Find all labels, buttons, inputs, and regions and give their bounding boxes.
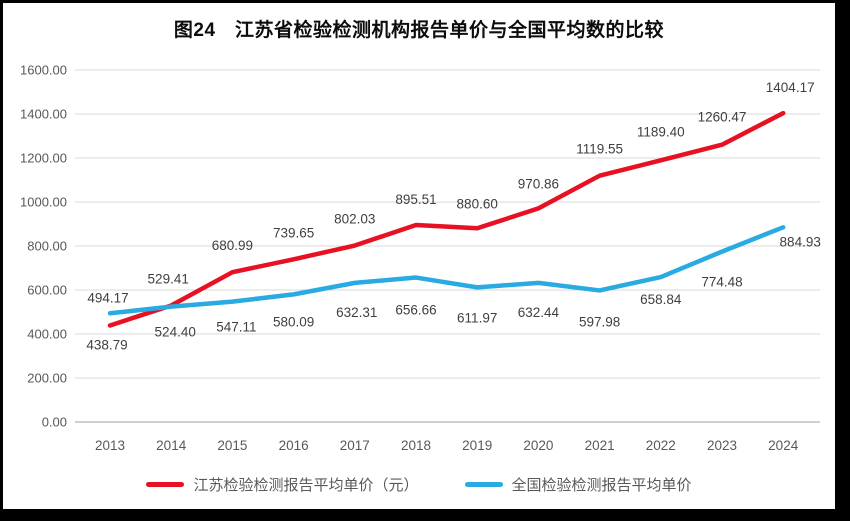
data-label: 802.03 [334, 212, 375, 227]
data-label: 597.98 [579, 314, 620, 329]
data-label: 739.65 [273, 225, 314, 240]
x-axis-tick-label: 2015 [217, 438, 247, 453]
data-label: 547.11 [216, 320, 256, 335]
y-axis-tick-label: 0.00 [42, 415, 67, 430]
y-axis-tick-label: 800.00 [27, 239, 67, 254]
x-axis-tick-label: 2020 [523, 438, 553, 453]
y-axis-tick-label: 600.00 [27, 283, 67, 298]
y-axis-tick-label: 1600.00 [20, 63, 67, 78]
line-chart: 0.00 200.00 400.00 600.00 800.00 1000.00 1200.… [20, 63, 821, 454]
y-axis-tick-label: 1400.00 [20, 107, 67, 122]
x-axis-tick-label: 2024 [768, 438, 799, 453]
legend-label-national: 全国检验检测报告平均单价 [511, 476, 692, 494]
legend-item-jiangsu: 江苏检验检测报告平均单价（元） [146, 474, 419, 495]
data-label: 1260.47 [698, 110, 747, 125]
x-axis-tick-label: 2021 [585, 438, 615, 453]
data-label: 524.40 [155, 325, 196, 340]
legend-item-national: 全国检验检测报告平均单价 [464, 474, 692, 495]
data-label: 970.86 [518, 176, 559, 191]
chart-canvas: 图24 江苏省检验检测机构报告单价与全国平均数的比较 0.00 200.00 400… [3, 3, 835, 509]
x-axis-tick-label: 2018 [401, 438, 431, 453]
data-label: 632.44 [518, 305, 560, 320]
y-axis-tick-label: 200.00 [27, 371, 67, 386]
x-axis-tick-label: 2019 [462, 438, 492, 453]
data-label: 1189.40 [637, 124, 685, 139]
x-axis-tick-label: 2014 [156, 438, 187, 453]
data-label: 580.09 [273, 314, 314, 329]
series-line-1 [107, 225, 786, 316]
x-axis-tick-label: 2023 [707, 438, 737, 453]
y-axis-tick-label: 1200.00 [20, 151, 67, 166]
jiangsu-series-swatch-icon [146, 481, 185, 487]
series-line-0 [107, 110, 786, 328]
x-axis-tick-label: 2013 [95, 438, 125, 453]
data-label: 1119.55 [576, 142, 623, 157]
data-label: 494.17 [87, 290, 128, 305]
data-label: 680.99 [212, 238, 253, 253]
x-axis-tick-label: 2016 [279, 438, 309, 453]
data-label: 611.97 [457, 310, 497, 325]
legend-label-jiangsu: 江苏检验检测报告平均单价（元） [193, 476, 419, 494]
data-label: 658.84 [640, 292, 682, 307]
chart-legend: 江苏检验检测报告平均单价（元） 全国检验检测报告平均单价 [3, 471, 835, 497]
y-axis-tick-label: 1000.00 [20, 195, 67, 210]
y-axis-tick-label: 400.00 [27, 327, 67, 342]
data-label: 1404.17 [766, 80, 815, 95]
chart-title: 图24 江苏省检验检测机构报告单价与全国平均数的比较 [173, 20, 665, 41]
x-axis-tick-label: 2022 [646, 438, 676, 453]
data-label: 438.79 [86, 337, 127, 352]
national-series-swatch-icon [464, 481, 503, 487]
data-label: 632.31 [336, 305, 377, 320]
data-label: 774.48 [701, 275, 742, 290]
data-label: 656.66 [395, 303, 436, 318]
data-label: 884.93 [780, 234, 821, 249]
x-axis-tick-label: 2017 [340, 438, 370, 453]
data-label: 895.51 [395, 192, 436, 207]
data-label: 880.60 [457, 196, 498, 211]
data-label: 529.41 [148, 272, 189, 287]
